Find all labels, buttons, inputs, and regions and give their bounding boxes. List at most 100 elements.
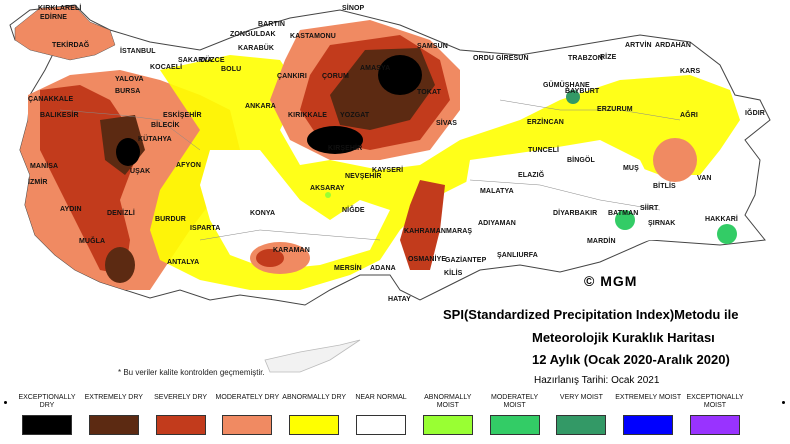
city-label: MALATYA <box>480 188 514 195</box>
city-label: ARTVİN <box>625 42 652 49</box>
city-label: DÜZCE <box>200 57 225 64</box>
legend-swatch <box>356 415 406 435</box>
city-label: BATMAN <box>608 210 639 217</box>
city-label: BİNGÖL <box>567 157 595 164</box>
city-label: ŞIRNAK <box>648 220 676 227</box>
city-label: BURSA <box>115 88 141 95</box>
legend-item: VERY MOIST <box>548 394 614 435</box>
city-label: ANKARA <box>245 103 276 110</box>
aksaray-moist <box>325 192 331 198</box>
city-label: ESKİŞEHİR <box>163 112 202 119</box>
city-label: MANİSA <box>30 163 59 170</box>
city-label: ÇORUM <box>322 73 349 80</box>
city-label: AĞRI <box>680 112 698 119</box>
city-label: UŞAK <box>130 168 151 175</box>
legend-swatch <box>556 415 607 435</box>
city-label: KIRIKKALE <box>288 112 328 119</box>
city-label: DİYARBAKIR <box>553 210 598 217</box>
city-label: YOZGAT <box>340 112 370 119</box>
city-label: BİTLİS <box>653 183 676 190</box>
city-label: IĞDIR <box>745 110 765 117</box>
legend-item: NEAR NORMAL <box>348 394 414 435</box>
city-label: TUNCELİ <box>528 147 560 154</box>
city-label: SİİRT <box>640 205 659 212</box>
city-label: GÜMÜŞHANE <box>543 82 590 89</box>
city-label: İSTANBUL <box>120 48 156 55</box>
city-label: MERSİN <box>334 265 362 272</box>
city-label: ADANA <box>370 265 396 272</box>
city-label: KARAMAN <box>273 247 310 254</box>
legend-label: MODERATELY MOIST <box>490 394 539 409</box>
cyprus <box>264 339 361 373</box>
legend-label: MODERATELY DRY <box>215 394 280 401</box>
hakkari-moist <box>717 224 737 244</box>
map-title-line-1: SPI(Standardized Precipitation Index)Met… <box>443 307 739 322</box>
city-label: ÇANAKKALE <box>28 96 74 103</box>
city-label: DENİZLİ <box>107 210 135 217</box>
legend: EXCEPTIONALLY DRY EXTREMELY DRY SEVERELY D… <box>0 394 790 444</box>
north-exceptional-dry-2 <box>307 126 363 154</box>
legend-item: EXCEPTIONALLY MOIST <box>682 394 748 435</box>
city-label: MUŞ <box>623 165 639 172</box>
city-label: ÇANKIRI <box>277 73 307 80</box>
city-label: KAYSERİ <box>372 167 404 174</box>
city-label: KARS <box>680 68 701 75</box>
city-label: KIRŞEHİR <box>328 145 363 152</box>
city-label: KOCAELİ <box>150 64 183 71</box>
city-label: GAZİANTEP <box>445 257 487 264</box>
city-label: ISPARTA <box>190 225 221 232</box>
legend-item: SEVERELY DRY <box>148 394 214 435</box>
city-label: VAN <box>697 175 712 182</box>
legend-swatch <box>88 415 139 435</box>
city-label: TRABZON <box>568 55 603 62</box>
legend-swatch <box>289 415 340 435</box>
north-exceptional-dry-1 <box>378 55 422 95</box>
city-label: AMASYA <box>360 65 391 72</box>
south-severe-spot <box>256 249 284 267</box>
prepared-date: Hazırlanış Tarihi: Ocak 2021 <box>534 375 660 386</box>
legend-swatch <box>222 415 273 435</box>
city-label: ELAZIĞ <box>518 172 545 179</box>
city-label: OSMANİYE <box>408 256 447 263</box>
city-label: HAKKARİ <box>705 216 738 223</box>
legend-swatch <box>422 415 473 435</box>
central-near-normal <box>200 150 390 270</box>
legend-label: NEAR NORMAL <box>355 394 407 401</box>
east-near-normal <box>460 140 720 265</box>
city-label: ZONGULDAK <box>230 31 276 38</box>
batman-moist <box>615 210 635 230</box>
city-label: BOLU <box>221 66 242 73</box>
city-label: BALIKESİR <box>40 112 79 119</box>
city-label: SİNOP <box>342 5 365 12</box>
south-severe-dry <box>400 180 445 270</box>
city-label: NEVŞEHİR <box>345 173 382 180</box>
west-exceptional-dry <box>116 138 140 166</box>
legend-item: EXTREMELY MOIST <box>615 394 681 435</box>
city-label: RİZE <box>600 54 617 61</box>
legend-item: ABNORMALLY MOIST <box>415 394 481 435</box>
city-label: ORDU <box>473 55 495 62</box>
mgm-copyright: © MGM <box>584 273 638 289</box>
legend-label: VERY MOIST <box>559 394 603 401</box>
city-label: TOKAT <box>417 89 441 96</box>
city-label: BARTIN <box>258 21 286 28</box>
legend-item: MODERATELY DRY <box>214 394 280 435</box>
city-label: AYDIN <box>60 206 82 213</box>
city-label: ANTALYA <box>167 259 200 266</box>
city-label: KIRKLARELİ <box>38 5 82 12</box>
city-label: GİRESUN <box>496 55 529 62</box>
bayburt-moist <box>566 90 580 104</box>
city-label: SİVAS <box>436 120 457 127</box>
legend-label: EXCEPTIONALLY MOIST <box>686 394 744 409</box>
city-label: YALOVA <box>115 76 144 83</box>
quality-note: * Bu veriler kalite kontrolden geçmemişt… <box>118 368 265 377</box>
van-moderate-dry <box>653 138 697 182</box>
city-label: MARDİN <box>587 238 616 245</box>
legend-label: SEVERELY DRY <box>154 394 208 401</box>
city-label: AKSARAY <box>310 185 345 192</box>
legend-item: ABNORMALLY DRY <box>281 394 347 435</box>
city-label: HATAY <box>388 296 411 303</box>
map-title-line-3: 12 Aylık (Ocak 2020-Aralık 2020) <box>532 352 730 367</box>
city-label: NİĞDE <box>342 207 365 214</box>
